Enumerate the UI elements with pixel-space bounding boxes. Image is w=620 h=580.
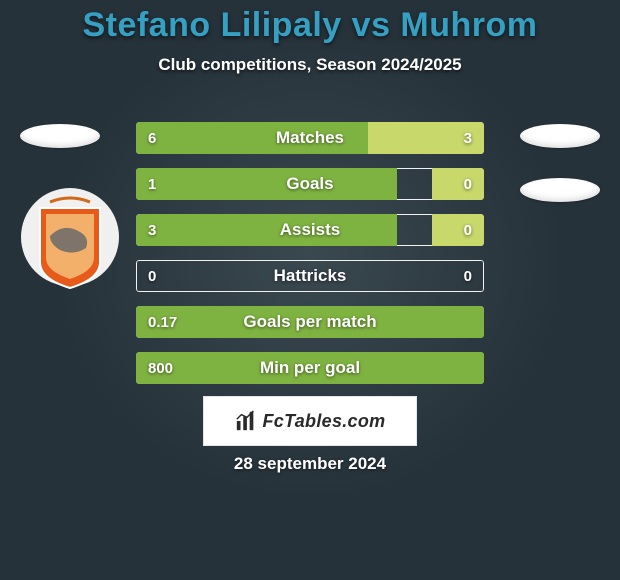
stat-row: Matches6 3 — [136, 122, 484, 154]
brand-text: FcTables.com — [263, 411, 386, 432]
stat-value-right: 0 — [464, 168, 472, 200]
stat-row: Goals1 0 — [136, 168, 484, 200]
stat-value-left: 800 — [148, 352, 173, 384]
stat-row: Min per goal800 — [136, 352, 484, 384]
brand-card[interactable]: FcTables.com — [203, 396, 417, 446]
stats-panel: Matches63Goals10Assists30Hattricks00Goal… — [136, 122, 484, 398]
stat-row: Goals per match0.17 — [136, 306, 484, 338]
stat-label: Matches — [136, 122, 484, 154]
stat-label: Hattricks — [136, 260, 484, 292]
club-left-badge — [20, 184, 120, 294]
stat-value-right: 0 — [464, 214, 472, 246]
stat-value-left: 3 — [148, 214, 156, 246]
stat-value-left: 0.17 — [148, 306, 177, 338]
stat-label: Assists — [136, 214, 484, 246]
stat-label: Goals — [136, 168, 484, 200]
club-right-logo — [520, 178, 600, 202]
stat-label: Goals per match — [136, 306, 484, 338]
stat-value-left: 0 — [148, 260, 156, 292]
stat-value-left: 6 — [148, 122, 156, 154]
stat-row: Assists3 0 — [136, 214, 484, 246]
date-label: 28 september 2024 — [0, 454, 620, 474]
page-title: Stefano Lilipaly vs Muhrom — [0, 0, 620, 45]
player-left-photo — [20, 124, 100, 148]
stat-value-right: 0 — [464, 260, 472, 292]
subtitle: Club competitions, Season 2024/2025 — [0, 55, 620, 75]
stat-value-right: 3 — [464, 122, 472, 154]
stat-value-left: 1 — [148, 168, 156, 200]
stat-row: Hattricks0 0 — [136, 260, 484, 292]
stat-label: Min per goal — [136, 352, 484, 384]
player-right-photo — [520, 124, 600, 148]
chart-icon — [235, 410, 257, 432]
